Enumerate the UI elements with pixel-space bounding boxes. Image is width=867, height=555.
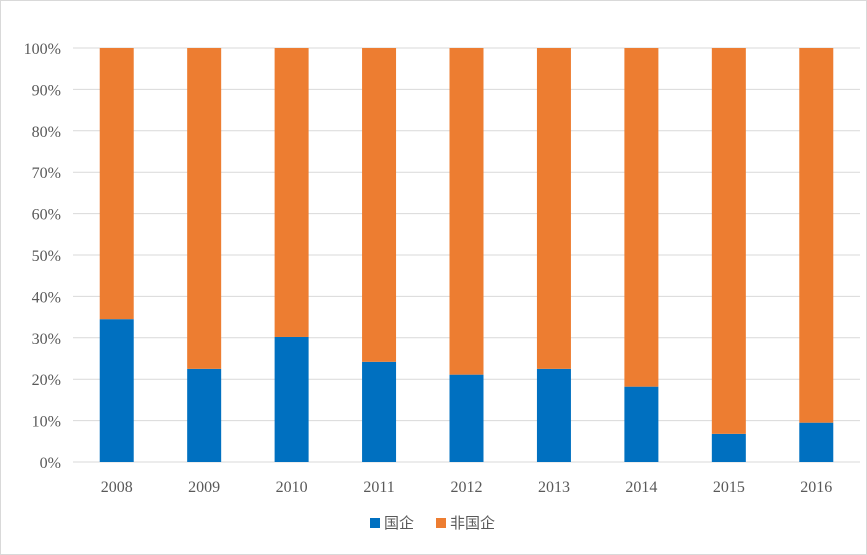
y-tick-label: 60% xyxy=(32,207,61,224)
y-tick-label: 30% xyxy=(32,331,61,348)
y-tick-label: 0% xyxy=(40,455,61,472)
bar-segment-soe xyxy=(362,361,397,462)
bar-segment-non-soe xyxy=(536,48,571,369)
bar-segment-soe xyxy=(624,386,659,462)
y-tick-label: 10% xyxy=(32,414,61,431)
x-axis: 2008 2009 2010 2011 2012 2013 2014 2015 2016 xyxy=(101,479,833,496)
bar-segment-soe xyxy=(449,374,484,462)
y-tick-label: 50% xyxy=(32,248,61,265)
legend-label: 国企 xyxy=(384,514,414,532)
bar-segment-non-soe xyxy=(99,48,134,320)
x-tick-label: 2012 xyxy=(451,479,483,496)
x-tick-label: 2009 xyxy=(188,479,220,496)
bar-segment-soe xyxy=(187,368,222,462)
x-tick-label: 2008 xyxy=(101,479,133,496)
bar-segment-non-soe xyxy=(274,48,309,337)
y-tick-label: 70% xyxy=(32,165,61,182)
bar-segment-non-soe xyxy=(187,48,222,369)
bar-segment-soe xyxy=(799,422,834,462)
y-tick-label: 80% xyxy=(32,124,61,141)
bar-segment-soe xyxy=(711,433,746,462)
bar-segment-non-soe xyxy=(624,48,659,387)
bar-segment-non-soe xyxy=(799,48,834,423)
y-tick-label: 20% xyxy=(32,372,61,389)
x-tick-label: 2010 xyxy=(276,479,308,496)
y-tick-label: 90% xyxy=(32,82,61,99)
y-tick-label: 100% xyxy=(24,41,61,58)
bars xyxy=(99,48,834,462)
bar-segment-non-soe xyxy=(362,48,397,362)
bar-segment-soe xyxy=(99,319,134,462)
legend: 国企 非国企 xyxy=(370,514,495,532)
x-tick-label: 2013 xyxy=(538,479,570,496)
bar-segment-non-soe xyxy=(449,48,484,375)
bar-segment-soe xyxy=(536,368,571,462)
bar-segment-non-soe xyxy=(711,48,746,434)
y-tick-label: 40% xyxy=(32,289,61,306)
legend-swatch xyxy=(436,518,446,528)
bar-segment-soe xyxy=(274,336,309,462)
y-axis: 0% 10% 20% 30% 40% 50% 60% 70% 80% 90% 100% xyxy=(24,41,61,472)
x-tick-label: 2015 xyxy=(713,479,745,496)
legend-label: 非国企 xyxy=(450,514,495,532)
x-tick-label: 2011 xyxy=(363,479,394,496)
x-tick-label: 2014 xyxy=(625,479,657,496)
x-tick-label: 2016 xyxy=(800,479,832,496)
legend-swatch xyxy=(370,518,380,528)
